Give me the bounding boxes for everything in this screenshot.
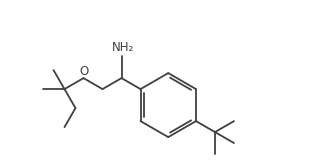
Text: O: O (79, 65, 88, 78)
Text: NH₂: NH₂ (112, 41, 134, 54)
